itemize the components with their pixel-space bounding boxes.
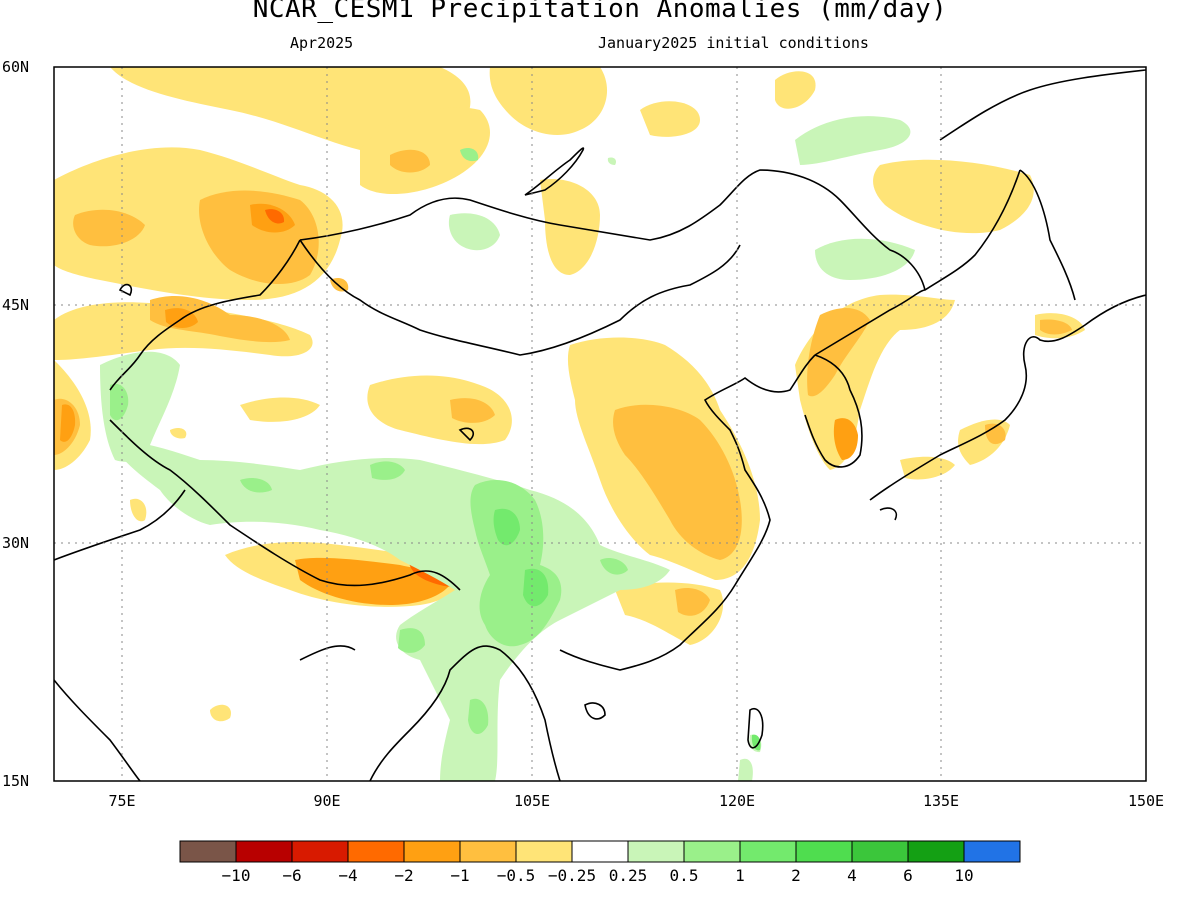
- colorbar-swatch: [963, 840, 1021, 863]
- lat-label: 30N: [2, 534, 29, 552]
- colorbar-label: 10: [954, 866, 973, 885]
- map-title: NCAR_CESM1 Precipitation Anomalies (mm/d…: [252, 0, 948, 24]
- colorbar-label: 6: [903, 866, 913, 885]
- colorbar-swatch: [403, 840, 461, 863]
- lon-label: 150E: [1128, 792, 1164, 810]
- lon-label: 75E: [108, 792, 135, 810]
- forecast-month: Apr2025: [290, 34, 354, 52]
- colorbar-label: −10: [222, 866, 251, 885]
- anomaly-shading: [54, 67, 1085, 781]
- colorbar-swatch: [347, 840, 405, 863]
- colorbar-label: −2: [394, 866, 413, 885]
- colorbar-swatch: [851, 840, 909, 863]
- lat-label: 45N: [2, 296, 29, 314]
- lon-label: 135E: [923, 792, 959, 810]
- colorbar-swatch: [795, 840, 853, 863]
- colorbar-label: −6: [282, 866, 301, 885]
- colorbar-swatch: [179, 840, 237, 863]
- colorbar-swatch: [459, 840, 517, 863]
- colorbar-swatch: [627, 840, 685, 863]
- colorbar-swatch: [515, 840, 573, 863]
- colorbar-swatch: [683, 840, 741, 863]
- colorbar-label: −4: [338, 866, 357, 885]
- lon-label: 120E: [719, 792, 755, 810]
- initial-conditions: January2025 initial conditions: [598, 34, 869, 52]
- latitude-labels: 60N 45N 30N 15N: [2, 58, 29, 790]
- colorbar-label: −0.25: [548, 866, 596, 885]
- lon-label: 90E: [313, 792, 340, 810]
- lat-label: 15N: [2, 772, 29, 790]
- colorbar-label: −0.5: [497, 866, 536, 885]
- colorbar-swatch: [739, 840, 797, 863]
- coastlines-borders: [54, 69, 1146, 781]
- colorbar-label: −1: [450, 866, 469, 885]
- colorbar-label: 4: [847, 866, 857, 885]
- colorbar-swatch: [571, 840, 629, 863]
- lon-label: 105E: [514, 792, 550, 810]
- grid-lines: [54, 67, 1146, 781]
- lat-label: 60N: [2, 58, 29, 76]
- colorbar-label: 0.5: [670, 866, 699, 885]
- colorbar-label: 2: [791, 866, 801, 885]
- colorbar-swatch: [907, 840, 965, 863]
- colorbar: −10 −6 −4 −2 −1 −0.5 −0.25 0.25 0.5 1 2 4 6 10: [179, 840, 1021, 885]
- plot-frame: [53, 66, 1147, 782]
- colorbar-label: 0.25: [609, 866, 648, 885]
- colorbar-label: 1: [735, 866, 745, 885]
- longitude-labels: 75E 90E 105E 120E 135E 150E: [108, 792, 1164, 810]
- colorbar-swatch: [291, 840, 349, 863]
- colorbar-swatch: [235, 840, 293, 863]
